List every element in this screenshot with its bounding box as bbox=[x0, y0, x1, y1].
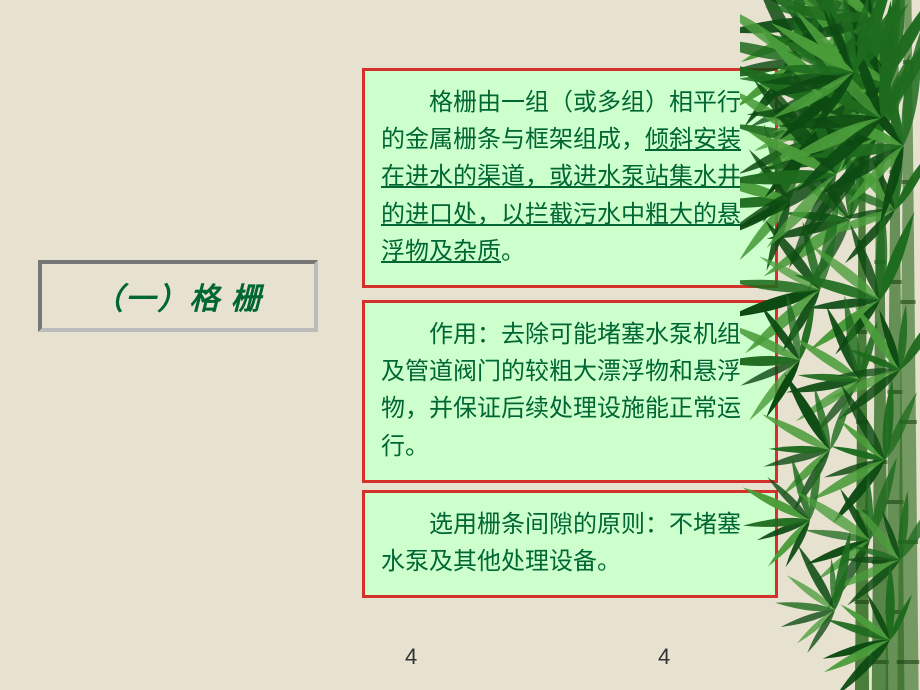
section-heading-box: （一）格 栅 bbox=[38, 260, 318, 332]
box3-text: 选用栅条间隙的原则：不堵塞水泵及其他处理设备。 bbox=[381, 512, 741, 575]
box1-after-text: 。 bbox=[501, 239, 525, 265]
content-box-3: 选用栅条间隙的原则：不堵塞水泵及其他处理设备。 bbox=[362, 490, 778, 598]
section-heading-text: （一）格 栅 bbox=[93, 274, 263, 318]
page-number-right: 4 bbox=[658, 644, 670, 670]
content-box-2: 作用：去除可能堵塞水泵机组及管道阀门的较粗大漂浮物和悬浮物，并保证后续处理设施能… bbox=[362, 300, 778, 483]
box2-text: 作用：去除可能堵塞水泵机组及管道阀门的较粗大漂浮物和悬浮物，并保证后续处理设施能… bbox=[381, 322, 741, 460]
content-box-1: 格栅由一组（或多组）相平行的金属栅条与框架组成，倾斜安装在进水的渠道，或进水泵站… bbox=[362, 68, 778, 288]
page-number-left: 4 bbox=[405, 644, 417, 670]
